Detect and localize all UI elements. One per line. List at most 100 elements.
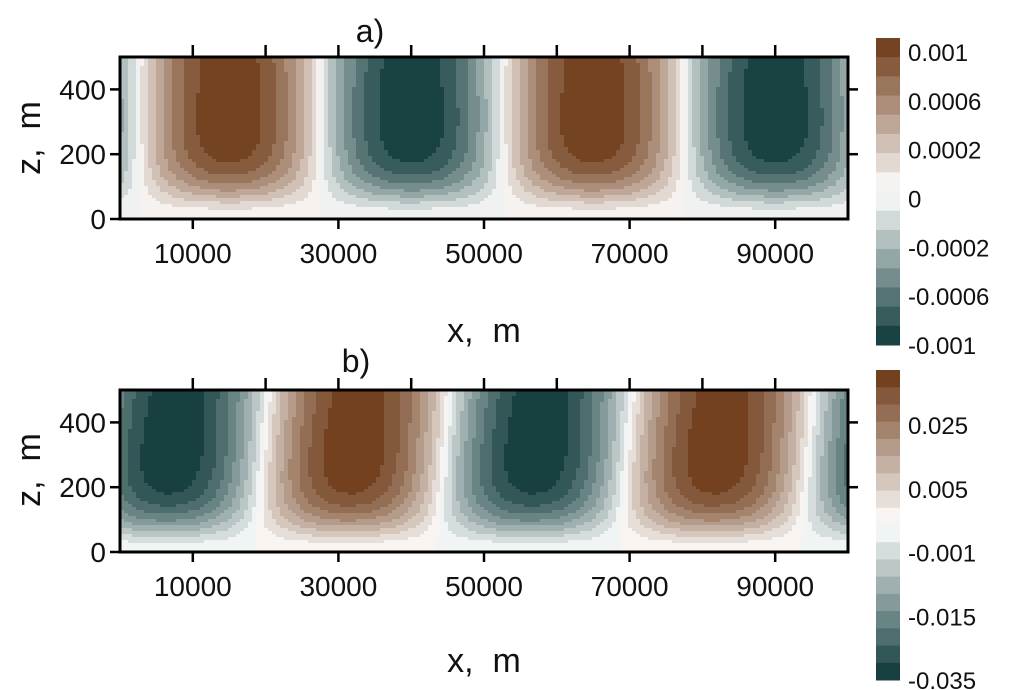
contour-cell: [196, 123, 201, 127]
contour-cell: [288, 108, 293, 112]
contour-cell: [712, 105, 717, 109]
contour-cell: [392, 105, 397, 109]
contour-cell: [720, 126, 725, 130]
contour-cell: [408, 126, 413, 130]
contour-cell: [576, 78, 581, 82]
contour-cell: [448, 123, 453, 127]
contour-cell: [492, 57, 497, 61]
contour-cell: [544, 75, 549, 79]
contour-cell: [388, 87, 393, 91]
contour-cell: [540, 102, 545, 106]
contour-cell: [128, 69, 133, 73]
contour-cell: [356, 78, 361, 82]
contour-cell: [296, 126, 301, 130]
contour-cell: [352, 123, 357, 127]
contour-cell: [120, 93, 125, 97]
contour-cell: [428, 108, 433, 112]
contour-cell: [264, 72, 269, 76]
contour-cell: [736, 111, 741, 115]
contour-cell: [284, 102, 289, 106]
contour-cell: [228, 69, 233, 73]
contour-cell: [368, 84, 373, 88]
contour-cell: [472, 93, 477, 97]
contour-cell: [500, 114, 505, 118]
contour-cell: [448, 90, 453, 94]
contour-cell: [244, 96, 249, 100]
contour-cell: [640, 93, 645, 97]
contour-cell: [720, 135, 725, 139]
contour-cell: [412, 126, 417, 130]
contour-cell: [160, 66, 165, 70]
contour-cell: [272, 114, 277, 118]
contour-cell: [180, 135, 185, 139]
contour-cell: [244, 69, 249, 73]
contour-cell: [196, 66, 201, 70]
contour-cell: [644, 111, 649, 115]
contour-cell: [732, 84, 737, 88]
contour-cell: [244, 60, 249, 64]
contour-cell: [776, 93, 781, 97]
contour-cell: [632, 81, 637, 85]
contour-cell: [656, 78, 661, 82]
contour-cell: [264, 63, 269, 67]
contour-cell: [284, 69, 289, 73]
contour-cell: [588, 75, 593, 79]
contour-cell: [136, 114, 141, 118]
contour-cell: [808, 84, 813, 88]
contour-cell: [596, 93, 601, 97]
contour-cell: [628, 96, 633, 100]
contour-cell: [144, 93, 149, 97]
contour-cell: [716, 129, 721, 133]
contour-cell: [696, 120, 701, 124]
contour-cell: [644, 66, 649, 70]
contour-cell: [376, 87, 381, 91]
contour-cell: [632, 66, 637, 70]
contour-cell: [464, 102, 469, 106]
contour-cell: [340, 78, 345, 82]
contour-cell: [780, 114, 785, 118]
contour-cell: [788, 105, 793, 109]
contour-cell: [484, 123, 489, 127]
contour-cell: [784, 132, 789, 136]
contour-cell: [268, 81, 273, 85]
contour-cell: [652, 123, 657, 127]
contour-cell: [424, 138, 429, 142]
contour-cell: [340, 57, 345, 61]
contour-cell: [504, 129, 509, 133]
contour-cell: [488, 63, 493, 67]
contour-cell: [804, 117, 809, 121]
contour-cell: [208, 81, 213, 85]
contour-cell: [780, 135, 785, 139]
contour-cell: [384, 126, 389, 130]
contour-cell: [360, 108, 365, 112]
contour-cell: [776, 123, 781, 127]
contour-cell: [680, 117, 685, 121]
contour-cell: [572, 108, 577, 112]
contour-cell: [672, 84, 677, 88]
contour-cell: [348, 57, 353, 61]
contour-cell: [412, 63, 417, 67]
contour-cell: [128, 75, 133, 79]
contour-cell: [640, 108, 645, 112]
contour-cell: [412, 105, 417, 109]
contour-cell: [256, 117, 261, 121]
contour-cell: [608, 120, 613, 124]
contour-cell: [780, 102, 785, 106]
contour-cell: [820, 129, 825, 133]
contour-cell: [348, 72, 353, 76]
contour-cell: [296, 123, 301, 127]
contour-cell: [400, 90, 405, 94]
contour-cell: [588, 111, 593, 115]
contour-cell: [376, 123, 381, 127]
contour-cell: [492, 126, 497, 130]
contour-cell: [664, 87, 669, 91]
contour-cell: [700, 57, 705, 61]
contour-cell: [516, 135, 521, 139]
contour-cell: [480, 126, 485, 130]
contour-cell: [144, 90, 149, 94]
contour-cell: [344, 60, 349, 64]
contour-cell: [724, 123, 729, 127]
contour-cell: [372, 111, 377, 115]
contour-cell: [148, 96, 153, 100]
contour-cell: [488, 75, 493, 79]
